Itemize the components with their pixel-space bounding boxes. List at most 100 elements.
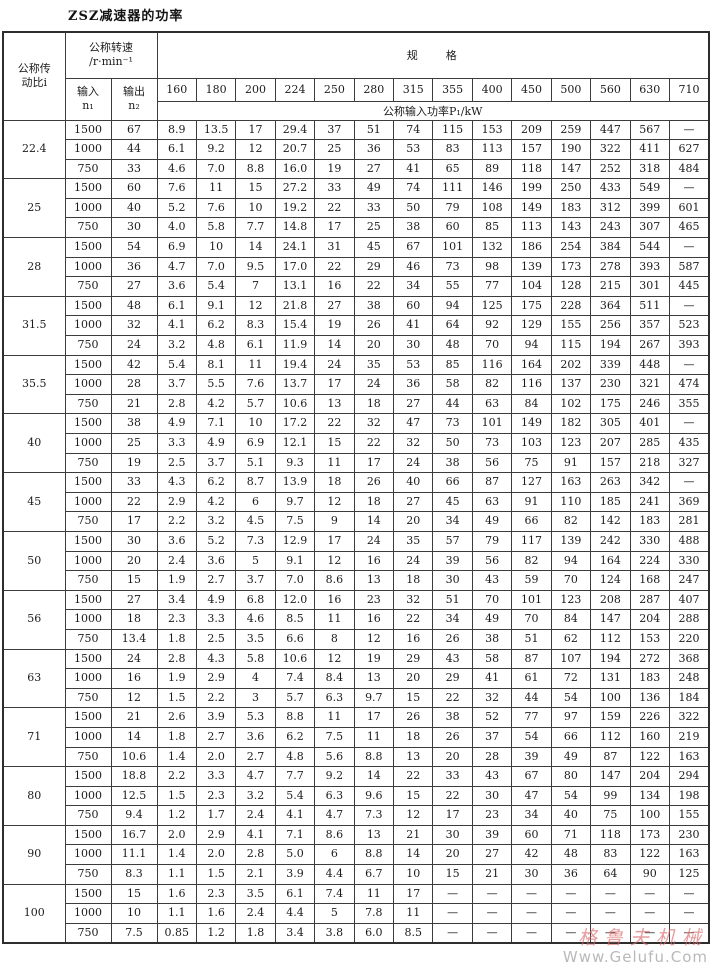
n2-cell: 28 [110,374,158,395]
header-input-symbol: n₁ [82,99,94,112]
power-cell: 24 [353,374,395,395]
power-cell: 2.3 [195,883,237,905]
n1-cell: 750 [64,511,112,532]
power-cell: 142 [590,511,631,532]
n2-cell: 13.4 [110,628,158,650]
power-cell: 39 [471,824,513,846]
power-cell: 407 [668,589,710,611]
power-cell: 39 [511,746,552,768]
power-cell: 92 [471,315,513,337]
power-cell: 12 [314,648,355,670]
header-size: 450 [511,77,552,102]
power-cell: 511 [629,295,670,317]
power-cell: 2.3 [195,785,237,807]
ratio-cell: 71 [2,707,66,768]
table-row: 63 1500 24 2.8 4.3 5.8 10.6 12 19 29 43 58 87 107 194 2… [2,648,710,709]
power-cell: 215 [590,276,631,297]
power-cell: 1.1 [156,903,197,924]
power-cell: 285 [629,433,670,454]
power-cell: 16 [314,276,355,297]
power-cell: 46 [393,256,434,278]
header-size: 200 [235,77,276,102]
ratio-cell: 63 [2,648,66,709]
power-cell: 252 [590,158,631,180]
power-cell: 6.3 [314,687,355,709]
n1-cell: 750 [64,570,112,591]
power-cell: — [629,883,670,905]
power-cell: 118 [590,824,631,846]
power-cell: 448 [629,354,670,376]
n2-cell: 10.6 [110,746,158,768]
power-cell: 22 [314,197,355,219]
power-cell: 207 [590,433,631,454]
power-cell: 102 [550,393,592,415]
power-cell: 23 [353,589,395,611]
power-cell: 101 [511,589,552,611]
power-cell: 3.3 [195,766,237,787]
n1-cell: 1000 [64,433,112,454]
power-cell: 2.7 [195,726,237,748]
power-cell: — [668,119,710,141]
power-cell: 4.1 [156,315,197,337]
power-cell: 32 [471,687,513,709]
power-cell: 11 [195,178,237,199]
power-cell: 63 [471,491,513,513]
power-cell: 368 [668,648,710,670]
n1-cell: 1500 [64,530,112,552]
power-cell: 149 [511,197,552,219]
power-cell: 3.6 [156,276,197,297]
n2-cell: 38 [110,413,158,434]
power-cell: 36 [353,139,395,160]
header-spec: 规 格 [156,31,710,79]
power-cell: 27 [314,295,355,317]
power-cell: 36 [550,864,592,885]
power-cell: 5.1 [235,452,276,474]
power-cell: 1.6 [156,883,197,905]
power-cell: 31 [314,237,355,258]
power-cell: 56 [471,550,513,572]
power-cell: 8.4 [314,668,355,689]
power-cell: 94 [432,295,473,317]
table-header: 公称传 动比i 公称转速 /r·min⁻¹ 规 格 输入 n₁ 输出 n₂ 16… [2,31,710,121]
power-cell: 25 [353,217,395,239]
power-cell: 12.0 [274,589,316,611]
power-cell: 21 [471,864,513,885]
power-cell: 89 [471,158,513,180]
power-cell: 8.8 [353,844,395,866]
power-cell: 601 [668,197,710,219]
power-cell: 330 [629,530,670,552]
power-cell: 1.9 [156,570,197,591]
power-cell: 2.9 [156,491,197,513]
power-cell: 2.6 [156,707,197,728]
power-cell: 107 [550,648,592,670]
power-cell: 4.2 [195,393,237,415]
power-cell: 357 [629,315,670,337]
power-cell: — [668,922,710,944]
power-cell: 168 [629,570,670,591]
power-cell: 13.1 [274,276,316,297]
power-cell: 7.3 [353,805,395,826]
power-cell: 24 [314,354,355,376]
power-cell: 190 [550,139,592,160]
power-cell: 35 [393,530,434,552]
power-cell: 445 [668,276,710,297]
power-cell: 3.4 [156,589,197,611]
power-cell: 327 [668,452,710,474]
power-cell: — [590,903,631,924]
power-cell: 7.0 [195,158,237,180]
power-cell: 7.5 [274,511,316,532]
power-cell: 60 [393,295,434,317]
power-cell: 77 [511,707,552,728]
n1-cell: 750 [64,628,112,650]
power-cell: 318 [629,158,670,180]
power-cell: 248 [668,668,710,689]
n1-cell: 750 [64,805,112,826]
power-cell: 38 [353,295,395,317]
power-cell: 45 [353,237,395,258]
power-cell: 288 [668,609,710,630]
power-cell: 85 [432,354,473,376]
n1-cell: 1500 [64,354,112,376]
n1-cell: 750 [64,452,112,474]
power-cell: 5.0 [274,844,316,866]
power-cell: — [550,883,592,905]
